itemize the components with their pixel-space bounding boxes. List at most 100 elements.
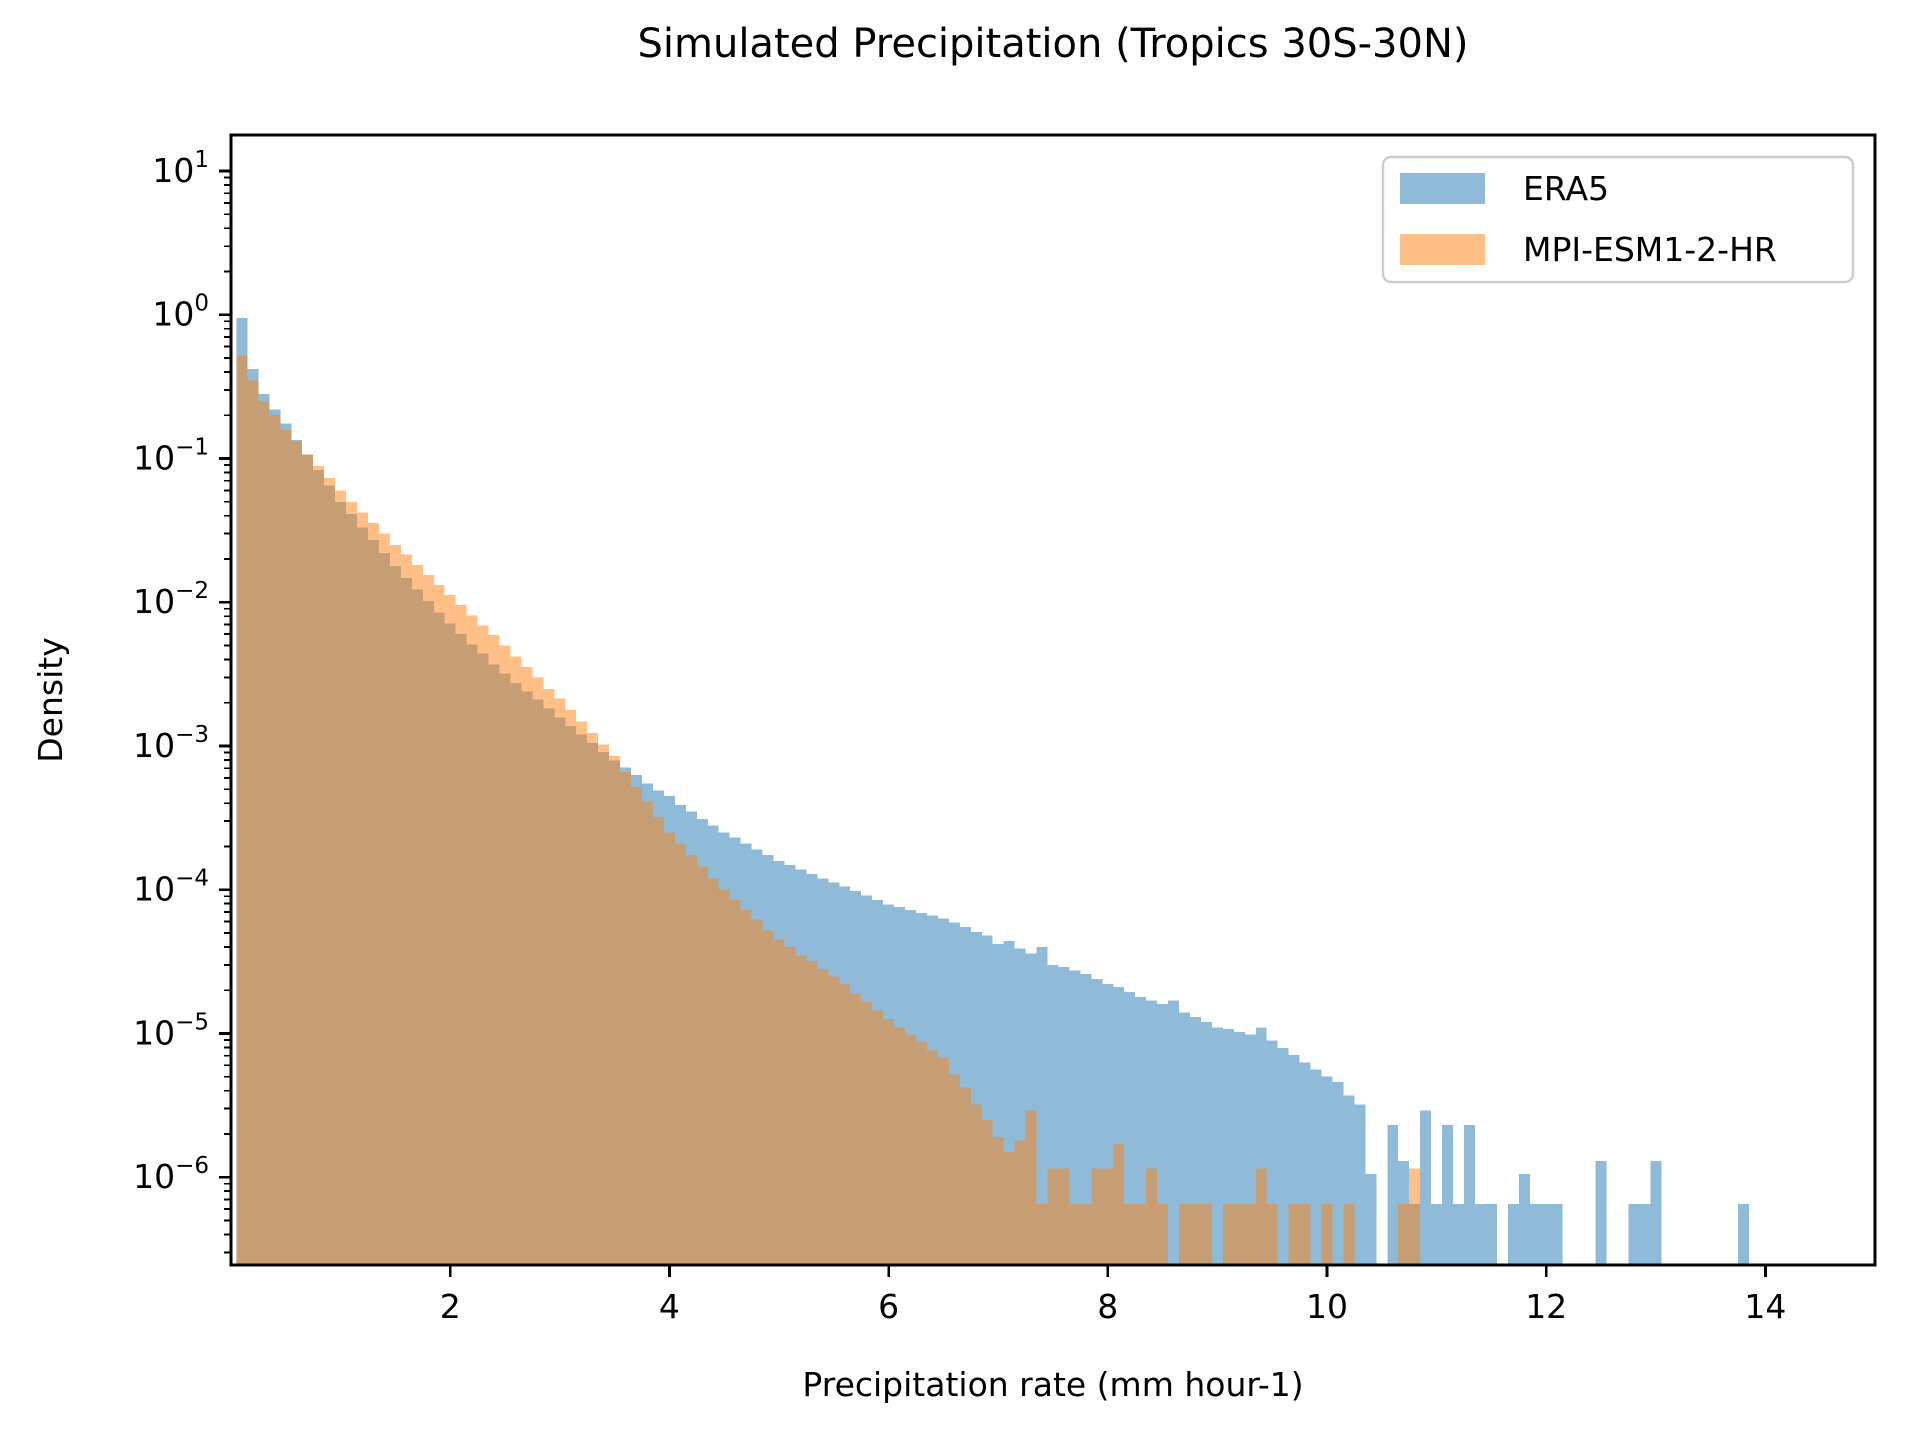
histogram-bar-mpi-esm1-2-hr	[970, 1104, 982, 1265]
histogram-bar-era5	[1036, 946, 1048, 1265]
histogram-bar-mpi-esm1-2-hr	[324, 478, 336, 1265]
histogram-bar-mpi-esm1-2-hr	[1014, 1140, 1026, 1265]
histogram-bar-mpi-esm1-2-hr	[1036, 1204, 1048, 1265]
y-tick-label: 10−4	[133, 866, 209, 909]
y-tick-label: 100	[152, 291, 209, 334]
histogram-bar-mpi-esm1-2-hr	[400, 554, 412, 1265]
histogram-bar-era5	[981, 935, 993, 1265]
y-tick-label: 10−3	[133, 722, 209, 765]
histogram-bar-mpi-esm1-2-hr	[1398, 1204, 1410, 1265]
histogram-bar-mpi-esm1-2-hr	[433, 584, 445, 1265]
histogram-bar-era5	[1179, 1012, 1190, 1265]
histogram-bar-mpi-esm1-2-hr	[466, 615, 478, 1265]
histogram-bar-mpi-esm1-2-hr	[1047, 1168, 1059, 1265]
chart-title: Simulated Precipitation (Tropics 30S-30N…	[638, 21, 1469, 67]
histogram-bar-mpi-esm1-2-hr	[368, 523, 379, 1265]
histogram-bar-mpi-esm1-2-hr	[455, 605, 467, 1265]
histogram-bar-mpi-esm1-2-hr	[1157, 1204, 1169, 1265]
histogram-bar-era5	[1069, 970, 1081, 1265]
histogram-bar-mpi-esm1-2-hr	[937, 1057, 949, 1265]
histogram-bar-mpi-esm1-2-hr	[422, 574, 434, 1265]
histogram-bar-era5	[1420, 1110, 1432, 1265]
histogram-bar-era5	[1387, 1125, 1399, 1265]
histogram-bar-era5	[1310, 1069, 1322, 1265]
histogram-bar-mpi-esm1-2-hr	[598, 744, 610, 1265]
histogram-bar-mpi-esm1-2-hr	[773, 939, 785, 1265]
histogram-bar-era5	[1255, 1027, 1267, 1265]
histogram-bar-mpi-esm1-2-hr	[1080, 1204, 1092, 1265]
histogram-bar-mpi-esm1-2-hr	[1135, 1204, 1147, 1265]
y-tick-label: 10−5	[133, 1009, 209, 1052]
histogram-bar-mpi-esm1-2-hr	[850, 993, 862, 1265]
histogram-bar-era5	[1507, 1204, 1519, 1265]
histogram-bar-mpi-esm1-2-hr	[883, 1019, 895, 1265]
x-tick-label: 14	[1744, 1287, 1786, 1326]
histogram-bar-mpi-esm1-2-hr	[685, 855, 697, 1265]
y-tick-label: 10−2	[133, 578, 209, 621]
histogram-bar-mpi-esm1-2-hr	[1233, 1204, 1245, 1265]
histogram-bar-mpi-esm1-2-hr	[861, 1001, 873, 1265]
histogram-bar-mpi-esm1-2-hr	[510, 656, 522, 1265]
histogram-bar-mpi-esm1-2-hr	[389, 545, 401, 1265]
histogram-bar-mpi-esm1-2-hr	[609, 756, 621, 1265]
x-tick-label: 10	[1306, 1287, 1348, 1326]
histogram-bar-era5	[1464, 1125, 1475, 1265]
histogram-bar-era5	[1025, 953, 1037, 1265]
histogram-bar-mpi-esm1-2-hr	[1091, 1168, 1103, 1265]
histogram-bar-era5	[1091, 978, 1103, 1265]
histogram-bar-era5	[1551, 1204, 1563, 1265]
histogram-bar-era5	[1365, 1174, 1377, 1265]
histogram-bar-mpi-esm1-2-hr	[1409, 1168, 1421, 1265]
x-tick-label: 4	[659, 1287, 680, 1326]
histogram-bar-mpi-esm1-2-hr	[740, 910, 752, 1265]
histogram-bar-mpi-esm1-2-hr	[839, 984, 851, 1265]
histogram-bar-era5	[1595, 1160, 1607, 1265]
histogram-bar-mpi-esm1-2-hr	[806, 960, 818, 1265]
histogram-bar-era5	[1014, 948, 1026, 1265]
histogram-bar-mpi-esm1-2-hr	[554, 698, 566, 1265]
histogram-bar-era5	[970, 931, 982, 1265]
legend-label-era5: ERA5	[1523, 169, 1609, 208]
legend-swatch-mpi-esm1-2-hr	[1400, 234, 1485, 265]
histogram-bar-era5	[1288, 1054, 1300, 1265]
histogram-bar-era5	[1453, 1204, 1464, 1265]
histogram-bar-mpi-esm1-2-hr	[302, 454, 314, 1265]
histogram-bar-mpi-esm1-2-hr	[1266, 1204, 1278, 1265]
plot-area-border	[229, 133, 1877, 1267]
histogram-bar-mpi-esm1-2-hr	[948, 1074, 960, 1265]
histogram-bar-mpi-esm1-2-hr	[762, 930, 774, 1265]
bars-layer	[236, 317, 1749, 1266]
y-axis-label: Density	[31, 637, 70, 762]
histogram-bar-mpi-esm1-2-hr	[576, 721, 588, 1265]
histogram-bar-mpi-esm1-2-hr	[1288, 1204, 1300, 1265]
histogram-bar-mpi-esm1-2-hr	[729, 899, 741, 1265]
histogram-bar-mpi-esm1-2-hr	[1025, 1110, 1037, 1265]
x-tick-label: 8	[1097, 1287, 1118, 1326]
histogram-bar-mpi-esm1-2-hr	[543, 688, 555, 1265]
histogram-bar-era5	[1650, 1160, 1662, 1265]
histogram-bar-mpi-esm1-2-hr	[631, 786, 642, 1265]
histogram-bar-mpi-esm1-2-hr	[992, 1137, 1004, 1265]
y-tick-label: 101	[152, 147, 209, 190]
histogram-bar-era5	[1485, 1204, 1497, 1265]
histogram-bar-mpi-esm1-2-hr	[894, 1027, 906, 1265]
histogram-bar-era5	[1474, 1204, 1486, 1265]
histogram-bar-era5	[1266, 1040, 1278, 1265]
histogram-bar-mpi-esm1-2-hr	[1113, 1144, 1125, 1265]
histogram-bar-mpi-esm1-2-hr	[1003, 1151, 1015, 1265]
histogram-bar-mpi-esm1-2-hr	[1102, 1168, 1114, 1265]
histogram-bar-mpi-esm1-2-hr	[1244, 1204, 1256, 1265]
histogram-bar-mpi-esm1-2-hr	[291, 441, 303, 1265]
y-tick-label: 10−1	[133, 434, 209, 477]
legend-swatch-era5	[1400, 173, 1485, 204]
histogram-bar-mpi-esm1-2-hr	[1343, 1204, 1355, 1265]
histogram-bar-mpi-esm1-2-hr	[1146, 1168, 1158, 1265]
histogram-bar-era5	[1222, 1029, 1234, 1265]
histogram-bar-mpi-esm1-2-hr	[707, 878, 719, 1265]
histogram-bar-mpi-esm1-2-hr	[751, 919, 763, 1265]
histogram-bar-era5	[1628, 1204, 1640, 1265]
histogram-bar-mpi-esm1-2-hr	[1222, 1204, 1234, 1265]
histogram-bar-mpi-esm1-2-hr	[247, 380, 259, 1265]
histogram-bar-era5	[1738, 1204, 1749, 1265]
histogram-bar-mpi-esm1-2-hr	[642, 801, 653, 1265]
